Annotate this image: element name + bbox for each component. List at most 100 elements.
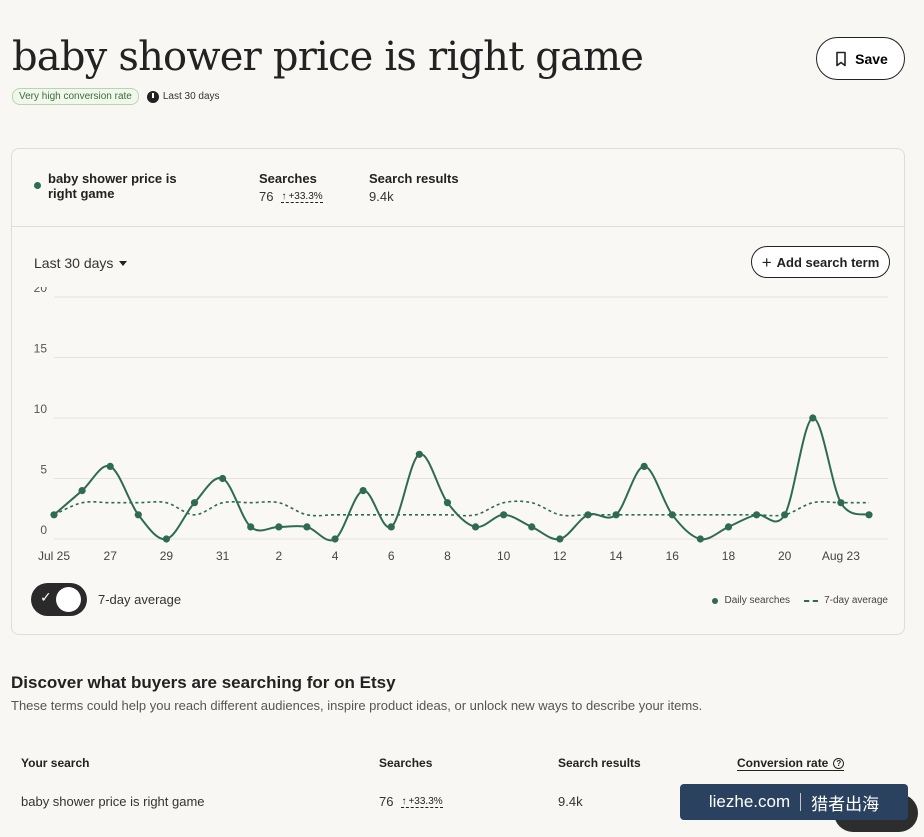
x-tick-label: 27 (104, 549, 118, 563)
data-point-daily-searches (190, 499, 199, 507)
column-your-search: Your search (21, 756, 90, 770)
date-range-dropdown[interactable]: Last 30 days (34, 255, 128, 271)
row-searches-value: 76 (379, 794, 394, 809)
x-tick-label: 16 (666, 549, 680, 563)
data-point-daily-searches (500, 511, 508, 519)
data-point-daily-searches (303, 523, 311, 531)
x-tick-label: 12 (553, 549, 567, 563)
series-dot-icon (34, 182, 41, 189)
save-label: Save (855, 50, 888, 67)
data-point-daily-searches (556, 535, 564, 543)
conversion-badge: Very high conversion rate (12, 88, 139, 105)
y-tick-label: 0 (40, 523, 47, 537)
add-search-term-button[interactable]: + Add search term (751, 246, 890, 278)
watermark-separator (800, 793, 802, 811)
x-tick-label: 4 (332, 549, 339, 563)
discover-subtitle: These terms could help you reach differe… (11, 698, 703, 713)
chart-legend: Daily searches 7-day average (712, 595, 888, 606)
searches-line-chart: 0 5 10 15 20 Jul 25 27 29 31 2 4 6 8 10 12 14 16 18 20 Aug … (34, 287, 888, 563)
data-point-daily-searches (331, 535, 339, 543)
conversion-rate-label: Conversion rate (737, 756, 829, 770)
searches-label: Searches (259, 171, 317, 186)
x-tick-label: 18 (722, 549, 736, 563)
plus-icon: + (761, 252, 772, 272)
data-point-daily-searches (134, 511, 142, 519)
y-tick-label: 10 (34, 402, 48, 416)
toggle-knob (56, 587, 81, 612)
y-tick-label: 15 (34, 342, 48, 356)
data-point-daily-searches (219, 474, 227, 483)
x-tick-label: 6 (388, 549, 395, 563)
bookmark-icon (836, 51, 846, 66)
column-conversion-rate[interactable]: Conversion rate ? (737, 756, 845, 771)
add-search-term-label: Add search term (776, 254, 880, 270)
arrow-up-icon: ↑ (281, 190, 287, 202)
data-point-daily-searches (275, 523, 283, 531)
searches-trend-value: +33.3% (288, 190, 323, 202)
x-tick-label: 20 (778, 549, 792, 563)
row-results: 9.4k (558, 794, 583, 809)
data-point-daily-searches (471, 523, 480, 531)
clock-icon (146, 90, 159, 103)
data-point-daily-searches (78, 487, 86, 495)
arrow-up-icon: ↑ (401, 795, 407, 807)
searches-value: 76 (259, 189, 274, 204)
date-range-label: Last 30 days (34, 255, 114, 271)
x-tick-label: 2 (275, 549, 282, 563)
y-tick-label: 20 (34, 287, 48, 295)
data-point-daily-searches (247, 523, 255, 531)
series-line-7-day-average (53, 500, 869, 517)
data-point-daily-searches (752, 511, 761, 519)
toggle-label: 7-day average (98, 592, 182, 607)
data-point-daily-searches (359, 487, 367, 495)
data-point-daily-searches (415, 450, 423, 458)
row-trend[interactable]: ↑ +33.3% (401, 795, 443, 808)
page-title: baby shower price is right game (12, 34, 644, 80)
x-tick-label: 29 (160, 549, 174, 563)
save-button[interactable]: Save (816, 37, 905, 80)
data-point-daily-searches (865, 511, 873, 519)
check-icon: ✓ (40, 589, 52, 605)
x-tick-label: Jul 25 (38, 549, 70, 563)
x-tick-label: 10 (497, 549, 511, 563)
data-point-daily-searches (612, 511, 620, 519)
data-point-daily-searches (584, 511, 592, 519)
data-point-daily-searches (50, 511, 58, 519)
column-search-results: Search results (558, 756, 641, 770)
results-value: 9.4k (369, 189, 394, 204)
series-line-daily-searches (53, 416, 870, 542)
help-icon[interactable]: ? (833, 757, 845, 769)
row-trend-value: +33.3% (408, 795, 443, 807)
data-point-daily-searches (668, 511, 676, 519)
watermark: liezhe.com 猎者出海 (680, 784, 908, 820)
legend-average: 7-day average (824, 595, 888, 606)
data-point-daily-searches (443, 499, 452, 507)
legend-dot-icon (712, 597, 719, 604)
data-point-daily-searches (809, 414, 817, 422)
data-point-daily-searches (106, 462, 114, 470)
x-tick-label: 8 (444, 549, 451, 563)
search-stats-card: baby shower price is right game Searches… (11, 148, 905, 635)
data-point-daily-searches (724, 523, 733, 531)
data-point-daily-searches (528, 523, 536, 531)
x-tick-label: 31 (216, 549, 230, 563)
column-searches: Searches (379, 756, 433, 770)
data-point-daily-searches (837, 499, 845, 507)
searches-trend[interactable]: ↑ +33.3% (281, 190, 323, 203)
row-searches: 76 ↑ +33.3% (379, 794, 443, 809)
data-point-daily-searches (162, 535, 171, 543)
row-term[interactable]: baby shower price is right game (21, 794, 205, 809)
legend-dash-icon (804, 599, 819, 602)
x-tick-label: Aug 23 (822, 549, 860, 563)
watermark-right: 猎者出海 (811, 794, 880, 814)
discover-title: Discover what buyers are searching for o… (11, 673, 396, 692)
data-point-daily-searches (696, 535, 704, 543)
watermark-left: liezhe.com (708, 792, 791, 811)
period-label: Last 30 days (162, 91, 220, 102)
summary-term-label: baby shower price is right game (48, 171, 177, 201)
data-point-daily-searches (387, 523, 395, 531)
data-point-daily-searches (781, 511, 789, 519)
legend-daily: Daily searches (724, 595, 791, 606)
summary-term: baby shower price is right game (34, 171, 204, 201)
seven-day-average-toggle[interactable]: ✓ (31, 583, 87, 616)
